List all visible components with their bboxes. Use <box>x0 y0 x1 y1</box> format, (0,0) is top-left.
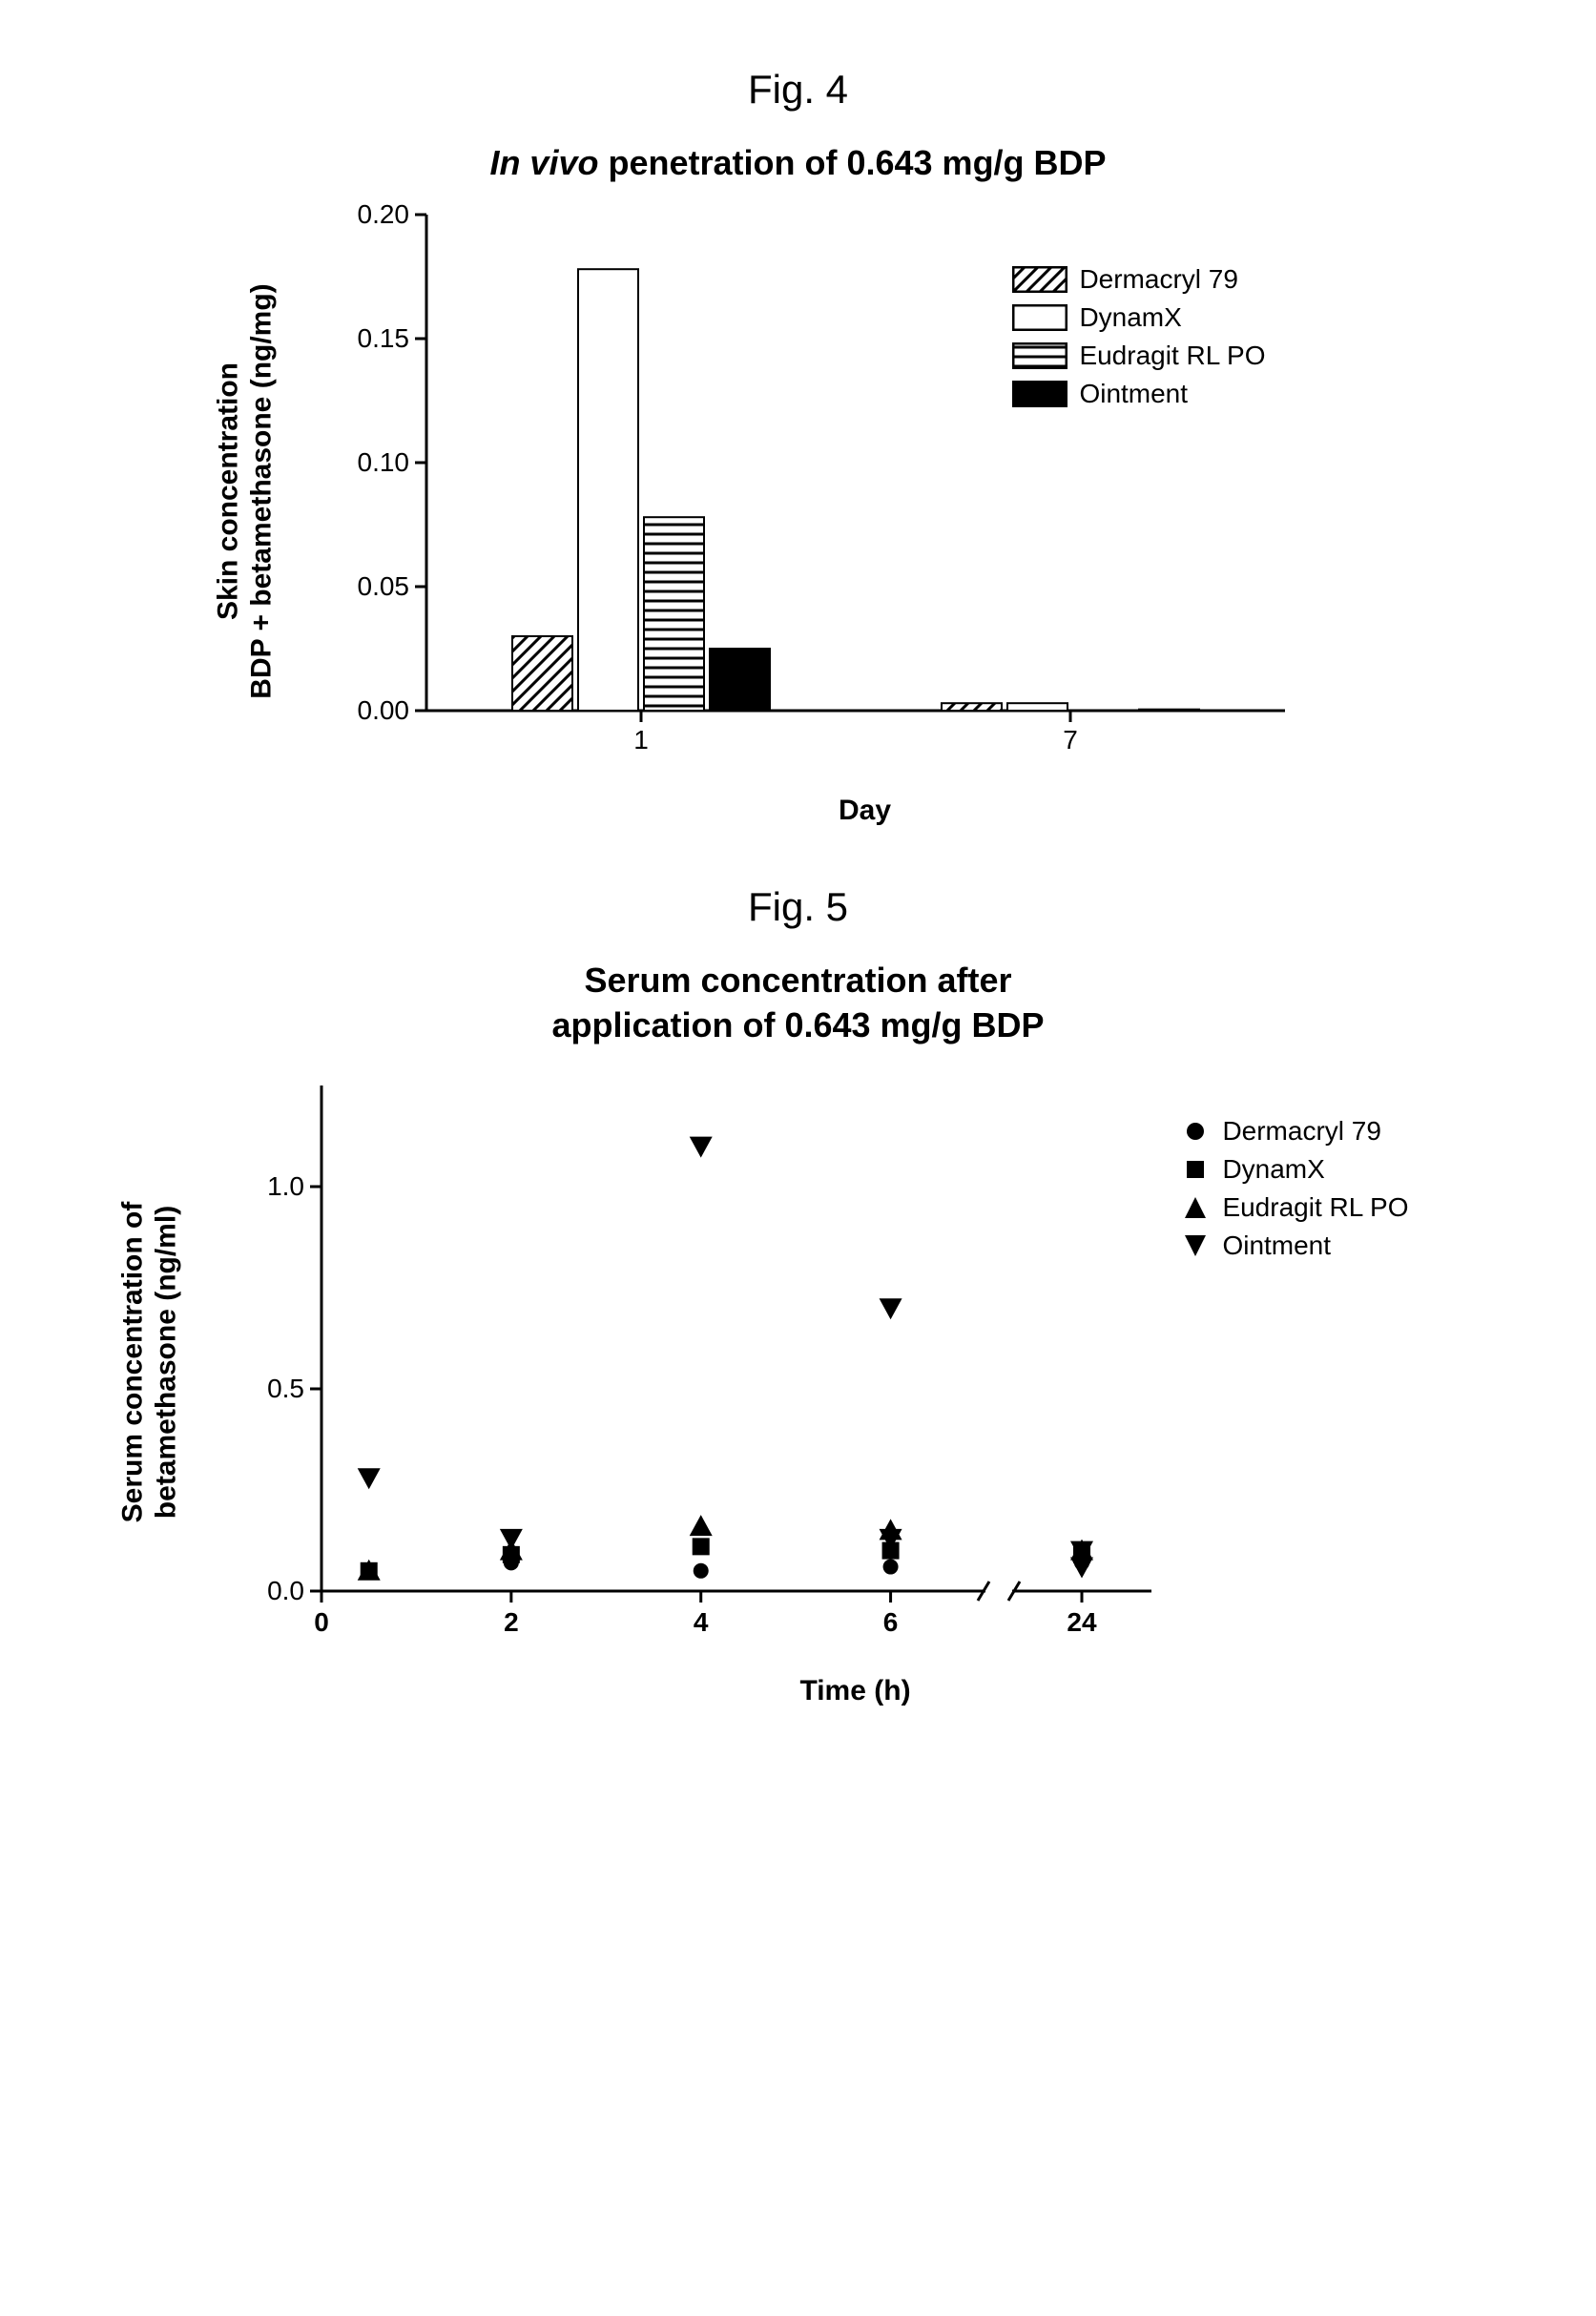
legend-item: Dermacryl 79 <box>1012 262 1265 297</box>
legend-item: DynamX <box>1012 300 1265 335</box>
legend-label: Ointment <box>1222 1230 1331 1261</box>
fig5-body: Serum concentration of betamethasone (ng… <box>178 1057 1419 1667</box>
svg-text:0.15: 0.15 <box>357 323 409 353</box>
legend-item: Eudragit RL PO <box>1012 339 1265 373</box>
triangle-up-marker-icon <box>1180 1192 1211 1223</box>
square-marker-icon <box>1180 1154 1211 1185</box>
fig4-ylabel: Skin concentration BDP + betamethasone (… <box>212 205 278 777</box>
svg-text:24: 24 <box>1067 1607 1097 1637</box>
legend-label: DynamX <box>1222 1154 1324 1185</box>
fig5-legend: Dermacryl 79 DynamX Eudragit RL PO Ointm… <box>1180 1114 1408 1267</box>
fig5-ylabel: Serum concentration of betamethasone (ng… <box>116 1076 182 1648</box>
svg-text:6: 6 <box>882 1607 898 1637</box>
fig4-title-italic: In vivo <box>489 143 598 182</box>
svg-text:1.0: 1.0 <box>267 1171 304 1201</box>
svg-text:0.00: 0.00 <box>357 695 409 725</box>
svg-text:0.5: 0.5 <box>267 1374 304 1403</box>
triangle-down-marker-icon <box>1180 1230 1211 1261</box>
svg-text:0.10: 0.10 <box>357 447 409 477</box>
legend-swatch-open-icon <box>1012 304 1067 331</box>
legend-item: Eudragit RL PO <box>1180 1190 1408 1225</box>
fig4-title: In vivo penetration of 0.643 mg/g BDP <box>489 141 1106 186</box>
legend-label: Eudragit RL PO <box>1222 1192 1408 1223</box>
fig4-label: Fig. 4 <box>57 67 1539 113</box>
svg-text:0.20: 0.20 <box>357 199 409 229</box>
legend-label: DynamX <box>1079 302 1181 333</box>
circle-marker-icon <box>1180 1116 1211 1147</box>
legend-item: DynamX <box>1180 1152 1408 1187</box>
fig5-label: Fig. 5 <box>57 884 1539 930</box>
svg-text:0.05: 0.05 <box>357 571 409 601</box>
fig4-chart: In vivo penetration of 0.643 mg/g BDP Sk… <box>57 141 1539 827</box>
fig4-body: Skin concentration BDP + betamethasone (… <box>274 196 1323 787</box>
legend-swatch-solid-icon <box>1012 381 1067 407</box>
legend-item: Ointment <box>1180 1229 1408 1263</box>
fig5-title: Serum concentration after application of… <box>551 959 1044 1048</box>
legend-label: Eudragit RL PO <box>1079 341 1265 371</box>
svg-text:0.0: 0.0 <box>267 1576 304 1605</box>
svg-text:4: 4 <box>693 1607 708 1637</box>
svg-text:0: 0 <box>314 1607 329 1637</box>
legend-swatch-diag-icon <box>1012 266 1067 293</box>
svg-text:7: 7 <box>1063 725 1078 755</box>
fig4-title-rest: penetration of 0.643 mg/g BDP <box>598 143 1106 182</box>
fig5-xlabel: Time (h) <box>178 1675 1419 1707</box>
legend-item: Dermacryl 79 <box>1180 1114 1408 1148</box>
legend-item: Ointment <box>1012 377 1265 411</box>
legend-label: Dermacryl 79 <box>1222 1116 1380 1147</box>
fig5-chart: Serum concentration after application of… <box>57 959 1539 1708</box>
legend-swatch-horiz-icon <box>1012 342 1067 369</box>
fig4-xlabel: Day <box>274 795 1323 827</box>
svg-text:2: 2 <box>504 1607 519 1637</box>
fig4-legend: Dermacryl 79 DynamX Eudragit RL PO Ointm… <box>1012 262 1265 415</box>
legend-label: Ointment <box>1079 379 1188 409</box>
legend-label: Dermacryl 79 <box>1079 264 1237 295</box>
svg-text:1: 1 <box>633 725 649 755</box>
